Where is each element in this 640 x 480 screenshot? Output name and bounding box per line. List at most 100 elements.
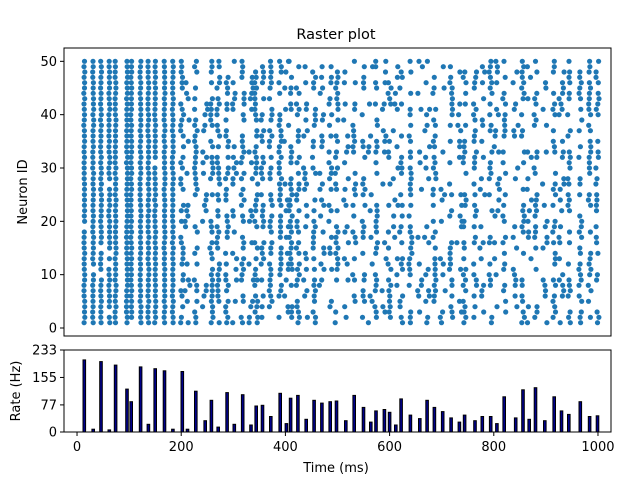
spike-point — [241, 101, 247, 107]
spike-point — [170, 261, 176, 267]
spike-point — [350, 144, 356, 150]
spike-point — [145, 197, 151, 203]
spike-point — [552, 304, 558, 310]
spike-point — [552, 192, 559, 198]
spike-point — [288, 154, 294, 160]
spike-point — [98, 304, 104, 310]
spike-point — [492, 213, 498, 219]
spike-point — [169, 240, 175, 246]
spike-point — [472, 192, 478, 198]
spike-point — [422, 234, 428, 240]
spike-point — [317, 186, 323, 192]
spike-point — [351, 128, 357, 134]
rate-bar — [567, 413, 571, 433]
spike-point — [183, 80, 189, 86]
spike-point — [252, 202, 259, 208]
spike-point — [388, 282, 394, 288]
spike-point — [162, 69, 168, 75]
spike-point — [543, 149, 549, 155]
spike-point — [224, 234, 230, 240]
spike-point — [260, 208, 266, 214]
spike-point — [106, 165, 112, 171]
spike-point — [567, 320, 573, 326]
spike-point — [399, 74, 405, 80]
spike-point — [128, 181, 134, 187]
spike-point — [373, 80, 379, 86]
spike-point — [329, 165, 335, 171]
spike-point — [124, 320, 130, 326]
spike-point — [521, 80, 527, 86]
spike-point — [112, 320, 119, 326]
spike-point — [586, 192, 592, 198]
spike-point — [473, 208, 479, 214]
spike-point — [423, 154, 429, 160]
spike-point — [162, 90, 168, 96]
spike-point — [487, 282, 493, 288]
spike-point — [542, 80, 549, 86]
spike-point — [112, 229, 119, 235]
spike-point — [90, 74, 96, 80]
spike-point — [182, 224, 189, 230]
spike-point — [81, 85, 88, 91]
spike-point — [179, 293, 185, 299]
spike-point — [528, 197, 535, 203]
spike-point — [406, 213, 412, 219]
spike-point — [128, 293, 134, 299]
spike-point — [502, 101, 509, 107]
spike-point — [319, 277, 325, 283]
spike-point — [386, 277, 392, 283]
spike-point — [90, 90, 96, 96]
spike-point — [311, 229, 317, 235]
spike-point — [123, 309, 130, 315]
spike-point — [162, 160, 168, 166]
spike-point — [296, 208, 302, 214]
spike-point — [194, 245, 200, 251]
spike-point — [240, 186, 246, 192]
spike-point — [223, 192, 229, 198]
spike-point — [430, 138, 436, 144]
spike-point — [566, 74, 572, 80]
spike-point — [440, 149, 446, 155]
spike-point — [446, 266, 453, 272]
spike-point — [398, 101, 405, 107]
spike-point — [146, 266, 152, 272]
spike-point — [551, 224, 558, 230]
spike-point — [521, 314, 528, 320]
spike-point — [310, 234, 317, 240]
spike-point — [162, 101, 168, 107]
spike-point — [520, 96, 526, 102]
spike-point — [192, 96, 198, 102]
spike-point — [124, 117, 130, 123]
spike-point — [487, 74, 493, 80]
rate-bar — [449, 417, 453, 433]
spike-point — [577, 245, 583, 251]
spike-point — [486, 272, 492, 278]
spike-point — [486, 192, 492, 198]
spike-point — [129, 149, 135, 155]
spike-point — [137, 197, 143, 203]
spike-point — [98, 96, 104, 102]
spike-point — [268, 197, 274, 203]
spike-point — [107, 69, 113, 75]
spike-point — [577, 176, 583, 182]
spike-point — [566, 208, 573, 214]
spike-point — [178, 240, 184, 246]
spike-point — [145, 90, 151, 96]
spike-point — [278, 69, 284, 75]
spike-point — [240, 218, 246, 224]
spike-point — [394, 74, 400, 80]
spike-point — [170, 213, 176, 219]
spike-point — [534, 309, 540, 315]
spike-point — [124, 80, 130, 86]
spike-point — [81, 192, 87, 198]
spike-point — [587, 229, 594, 235]
spike-point — [268, 69, 274, 75]
spike-point — [294, 160, 300, 166]
spike-point — [146, 117, 152, 123]
spike-point — [90, 85, 96, 91]
spike-point — [447, 181, 453, 187]
spike-point — [161, 112, 167, 118]
spike-point — [277, 218, 284, 224]
spike-point — [277, 234, 283, 240]
spike-point — [552, 170, 559, 176]
